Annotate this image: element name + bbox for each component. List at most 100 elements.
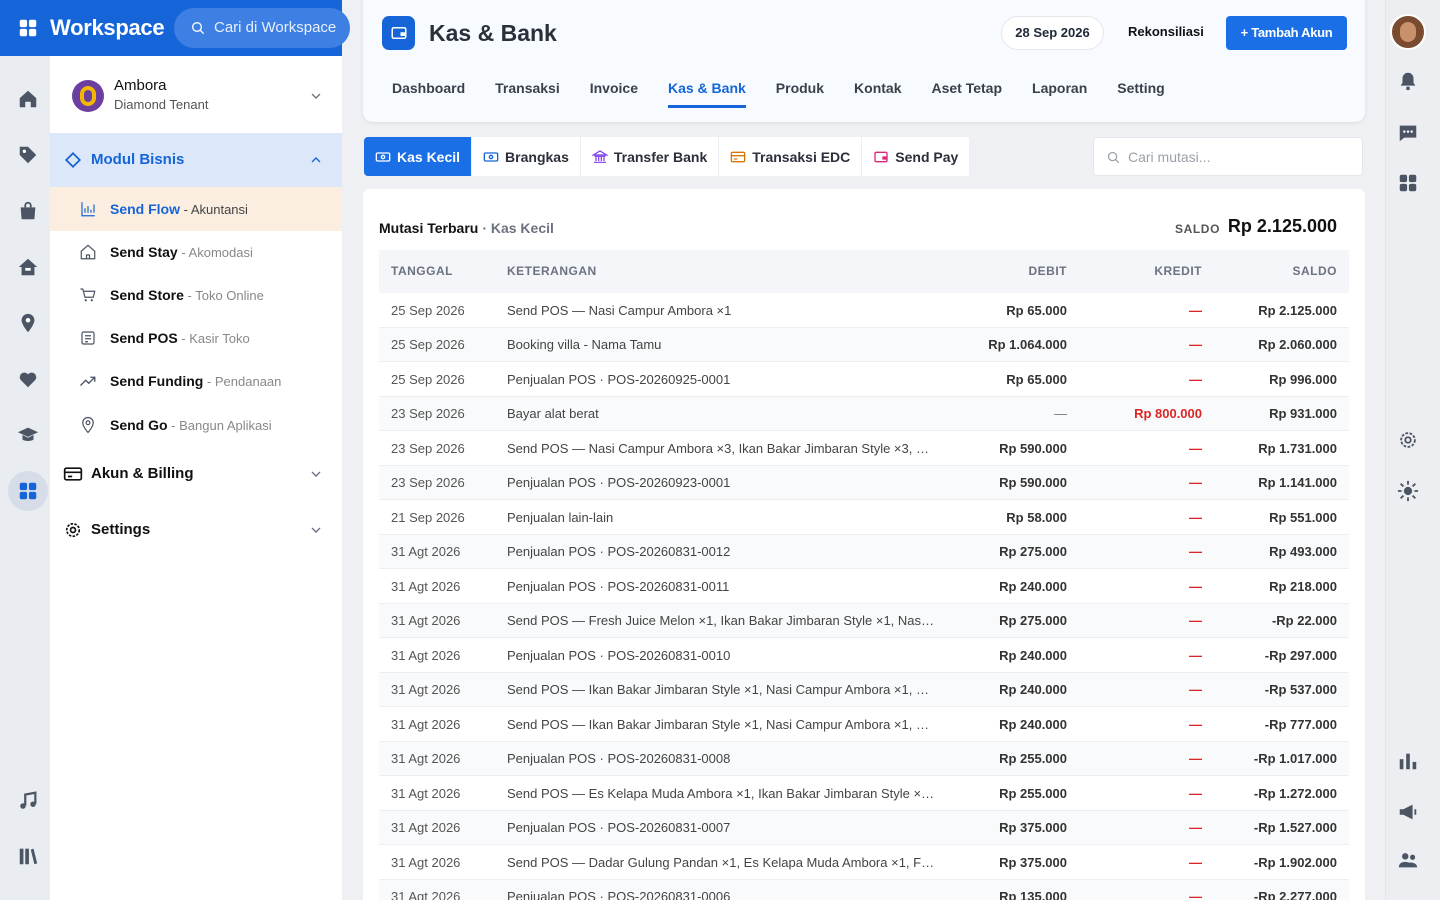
nav-item[interactable]: Send Flow - Akuntansi xyxy=(50,188,342,230)
card-subtitle: · Kas Kecil xyxy=(482,220,554,236)
tab[interactable]: Setting xyxy=(1117,80,1165,96)
account-tab[interactable]: Transfer Bank xyxy=(580,137,720,176)
rail-icon[interactable] xyxy=(1397,172,1419,194)
cell: Send POS — Nasi Campur Ambora ×1 xyxy=(507,302,732,318)
mutation-search[interactable]: Cari mutasi... xyxy=(1093,137,1363,176)
section-label[interactable]: Settings xyxy=(91,521,151,538)
table-row[interactable] xyxy=(379,638,1349,673)
add-account-button[interactable]: + Tambah Akun xyxy=(1226,16,1347,50)
tab[interactable]: Transaksi xyxy=(495,80,560,96)
account-tab[interactable]: Transaksi EDC xyxy=(719,137,863,176)
tabs: Dashboard Transaksi Invoice Kas & Bank Produ… xyxy=(392,78,1165,110)
cell: Penjualan POS · POS-20260923-0001 xyxy=(507,475,731,490)
account-tab[interactable]: Send Pay xyxy=(862,137,971,176)
table-row[interactable] xyxy=(379,362,1349,397)
page-icon xyxy=(391,27,406,39)
page-title: Kas & Bank xyxy=(429,20,557,46)
cell: 31 Agt 2026 xyxy=(391,751,461,766)
date-pill[interactable]: 28 Sep 2026 xyxy=(1001,16,1104,50)
profile-avatar[interactable] xyxy=(1390,14,1426,50)
rail-icon[interactable] xyxy=(1397,429,1419,451)
nav-icon xyxy=(82,416,94,434)
rail-icon[interactable] xyxy=(17,480,39,502)
table-row[interactable] xyxy=(379,431,1349,466)
table-row[interactable] xyxy=(379,845,1349,880)
nav-item[interactable]: Send Funding - Pendanaan xyxy=(50,360,342,402)
nav-item[interactable]: Send POS - Kasir Toko xyxy=(50,317,342,359)
cell: Rp 65.000 xyxy=(1006,302,1067,318)
table-row[interactable] xyxy=(379,672,1349,707)
balance-label: SALDO xyxy=(1175,222,1220,236)
table-row[interactable] xyxy=(379,569,1349,604)
cell: Penjualan POS · POS-20260831-0006 xyxy=(507,889,731,900)
nav-item[interactable]: Send Go - Bangun Aplikasi xyxy=(50,404,342,446)
cell: — xyxy=(1189,337,1202,352)
cell: -Rp 1.902.000 xyxy=(1253,854,1337,870)
cell: Rp 590.000 xyxy=(999,475,1067,490)
nav-item-active xyxy=(50,187,342,231)
account-tab[interactable]: Brangkas xyxy=(472,137,581,176)
account-tab-icon xyxy=(483,151,499,162)
table-row[interactable] xyxy=(379,396,1349,431)
rail-icon[interactable] xyxy=(17,256,39,278)
module-row[interactable] xyxy=(50,133,342,187)
rail-icon[interactable] xyxy=(17,144,39,166)
table-row[interactable] xyxy=(379,603,1349,638)
table-row[interactable] xyxy=(379,293,1349,328)
table-row[interactable] xyxy=(379,879,1349,900)
rail-icon[interactable] xyxy=(17,312,39,334)
nav-item[interactable]: Send Stay - Akomodasi xyxy=(50,231,342,273)
tab[interactable]: Kas & Bank xyxy=(667,78,746,108)
table-row[interactable] xyxy=(379,741,1349,776)
nav-item[interactable]: Send Store - Toko Online xyxy=(50,274,342,316)
table-row[interactable] xyxy=(379,810,1349,845)
search[interactable]: Cari di Workspace xyxy=(174,8,350,48)
table-row[interactable] xyxy=(379,465,1349,500)
module-icon xyxy=(64,151,82,169)
chevron[interactable] xyxy=(308,88,324,104)
cell: -Rp 1.017.000 xyxy=(1253,751,1337,766)
nav-line: Send POS - Kasir Toko xyxy=(110,328,250,348)
reconcile-button[interactable]: Rekonsiliasi xyxy=(1128,24,1204,39)
table-row[interactable] xyxy=(379,707,1349,742)
cell: Penjualan POS · POS-20260831-0011 xyxy=(507,578,730,594)
nav-sub: - Toko Online xyxy=(183,288,264,303)
section-label[interactable]: Akun & Billing xyxy=(91,465,194,482)
tab[interactable]: Aset Tetap xyxy=(931,80,1003,96)
tab[interactable]: Dashboard xyxy=(392,80,466,96)
cell: 23 Sep 2026 xyxy=(391,406,465,421)
cell: 31 Agt 2026 xyxy=(391,889,461,900)
table-row[interactable] xyxy=(379,534,1349,569)
balance: Rp 2.125.000 xyxy=(1227,216,1337,236)
cell: 23 Sep 2026 xyxy=(391,440,465,456)
rail-icon[interactable] xyxy=(1397,801,1419,823)
rail-icon[interactable] xyxy=(1397,70,1419,92)
tab[interactable]: Invoice xyxy=(589,80,638,96)
cell: Rp 800.000 xyxy=(1134,406,1202,421)
rail-icon[interactable] xyxy=(17,88,39,110)
rail-icon[interactable] xyxy=(17,790,39,812)
rail-icon[interactable] xyxy=(17,200,39,222)
account-tab[interactable]: Kas Kecil xyxy=(364,137,473,176)
rail-icon[interactable] xyxy=(17,424,39,446)
rail-icon[interactable] xyxy=(1397,849,1419,871)
table-row[interactable] xyxy=(379,500,1349,535)
table-header xyxy=(379,250,1349,293)
table-row[interactable] xyxy=(379,776,1349,811)
cell: 31 Agt 2026 xyxy=(391,647,461,663)
rail-icon[interactable] xyxy=(1397,480,1419,502)
chevron[interactable] xyxy=(308,522,324,538)
nav-name: Send Stay xyxy=(110,244,178,260)
tab[interactable]: Produk xyxy=(775,80,825,96)
page-icon-bg xyxy=(382,16,415,50)
tab[interactable]: Kontak xyxy=(854,80,902,96)
tab[interactable]: Laporan xyxy=(1032,80,1088,96)
rail-icon[interactable] xyxy=(1397,122,1419,144)
rail-icon[interactable] xyxy=(17,368,39,390)
cell: — xyxy=(1189,544,1202,559)
cell: — xyxy=(1189,371,1202,387)
rail-icon[interactable] xyxy=(1397,750,1419,772)
table-row[interactable] xyxy=(379,327,1349,362)
chevron[interactable] xyxy=(308,466,324,482)
rail-icon[interactable] xyxy=(17,845,39,867)
